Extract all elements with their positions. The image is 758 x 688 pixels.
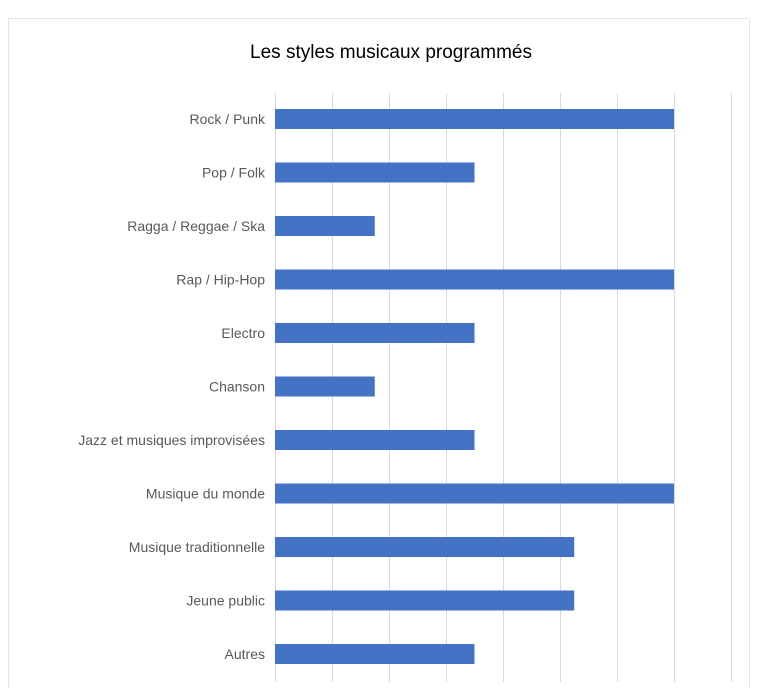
bar [275, 162, 475, 183]
bar [275, 644, 475, 664]
category-label: Rap / Hip-Hop [176, 272, 265, 288]
category-label: Pop / Folk [202, 165, 266, 181]
bar [275, 269, 674, 290]
category-label: Ragga / Reggae / Ska [127, 218, 265, 234]
bar [275, 537, 575, 557]
bar [275, 590, 575, 611]
chart-title: Les styles musicaux programmés [250, 42, 532, 63]
category-label: Rock / Punk [190, 111, 266, 127]
category-label: Jeune public [186, 593, 265, 609]
category-label: Musique traditionnelle [129, 539, 265, 555]
bar [275, 483, 674, 504]
category-label: Electro [221, 325, 265, 341]
bar [275, 216, 375, 236]
bar [275, 376, 375, 397]
category-label: Autres [225, 646, 265, 662]
category-label: Musique du monde [146, 486, 265, 502]
bar [275, 430, 475, 450]
bar [275, 109, 674, 129]
chart-frame [8, 18, 750, 688]
category-label: Jazz et musiques improvisées [78, 432, 265, 448]
category-labels: Rock / Punk Pop / Folk Ragga / Reggae / Sk… [78, 111, 266, 662]
gridlines [275, 93, 732, 682]
bar [275, 323, 475, 343]
category-label: Chanson [209, 379, 265, 395]
bars [275, 109, 674, 664]
